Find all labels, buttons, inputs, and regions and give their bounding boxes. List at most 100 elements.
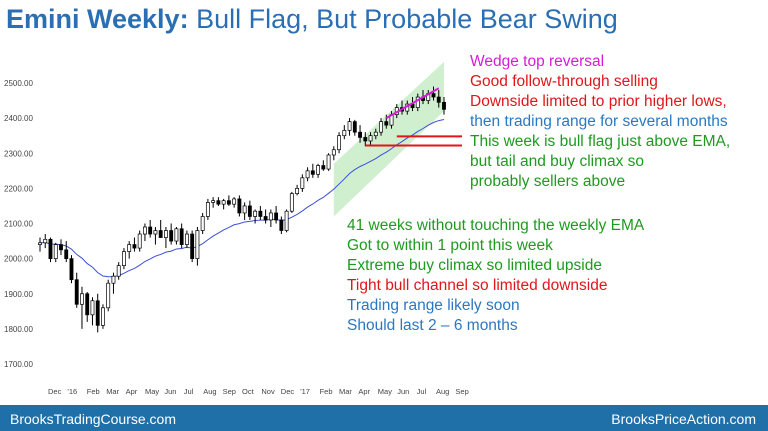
y-tick-label: 2400.00 (4, 114, 33, 123)
candle-body (53, 244, 58, 259)
candle-body (163, 230, 168, 238)
x-tick-label: Oct (242, 387, 255, 396)
annotation-line: This week is bull flag just above EMA, (470, 133, 731, 150)
candle-body (158, 230, 163, 238)
x-tick-label: '17 (300, 387, 310, 396)
y-tick-label: 2000.00 (4, 255, 33, 264)
candle-body (379, 121, 383, 133)
candle-body (384, 121, 389, 126)
annotation-line: but tail and buy climax so (470, 153, 645, 170)
title-prefix: Emini Weekly: (6, 4, 189, 34)
x-tick-label: Aug (203, 387, 216, 396)
candle-body (373, 131, 378, 137)
candle-body (253, 210, 258, 217)
candle-body (331, 149, 336, 156)
annotation-line: Downside limited to prior higher lows, (470, 93, 727, 110)
candle-body (305, 170, 310, 179)
candle-body (289, 193, 294, 212)
x-tick-label: Jul (184, 387, 194, 396)
wedge-trendline (385, 87, 440, 119)
candle-body (132, 244, 137, 249)
footer-right-link[interactable]: BrooksPriceAction.com (611, 411, 756, 427)
page-title: Emini Weekly: Bull Flag, But Probable Be… (6, 4, 618, 35)
candle-body (200, 216, 205, 231)
candle-body (263, 216, 268, 221)
candle-body (216, 200, 221, 205)
candle-body (137, 233, 142, 249)
candle-body (363, 137, 368, 142)
annotation-line: probably sellers above (470, 173, 626, 190)
chart-area: 2500.00 2400.00 2300.00 2200.00 2100.00 2000.… (0, 40, 768, 405)
ema-line (39, 119, 445, 278)
x-tick-label: Feb (320, 387, 333, 396)
candle-body (279, 219, 284, 231)
candle-body (247, 205, 252, 217)
title-rest: Bull Flag, But Probable Bear Swing (196, 4, 618, 34)
candle-body (342, 130, 347, 137)
candle-body (116, 265, 121, 277)
x-tick-label: Nov (261, 387, 275, 396)
candle-body (195, 230, 200, 259)
candle-body (127, 244, 132, 252)
candle-body (337, 135, 341, 151)
candle-body (64, 249, 69, 259)
candle-body (111, 275, 116, 284)
candle-body (174, 228, 179, 242)
annotation-line: Good follow-through selling (470, 73, 658, 90)
x-tick-label: Aug (436, 387, 449, 396)
candle-body (226, 200, 231, 205)
x-tick-label: May (145, 387, 159, 396)
footer-left-link[interactable]: BrooksTradingCourse.com (10, 411, 176, 427)
annotation-line: Wedge top reversal (470, 53, 605, 70)
candle-body (190, 233, 195, 259)
x-tick-label: Jun (164, 387, 176, 396)
candle-body (232, 198, 237, 205)
annotation-line: Trading range likely soon (347, 297, 520, 314)
x-tick-label: Jun (397, 387, 409, 396)
candle-body (211, 200, 216, 203)
notes-bottom: 41 weeks without touching the weekly EMA… (347, 216, 644, 336)
y-tick-label: 2300.00 (4, 149, 33, 158)
candle-body (274, 212, 279, 221)
candle-body (295, 188, 300, 194)
candle-body (284, 210, 289, 231)
candle-body (90, 300, 95, 316)
candle-body (48, 238, 53, 259)
candle-body (242, 205, 247, 214)
candle-body (442, 101, 446, 110)
candle-body (368, 135, 373, 142)
candle-body (221, 200, 226, 205)
candle-body (80, 293, 84, 305)
candle-body (122, 251, 126, 267)
candle-body (101, 307, 105, 326)
candlestick-chart: 2500.00 2400.00 2300.00 2200.00 2100.00 2000.… (4, 61, 469, 396)
y-tick-label: 2100.00 (4, 220, 33, 229)
candle-body (95, 300, 100, 326)
candle-body (258, 210, 263, 217)
x-tick-label: Jul (417, 387, 427, 396)
y-tick-label: 2500.00 (4, 79, 33, 88)
candle-body (85, 293, 90, 316)
annotation-line: 41 weeks without touching the weekly EMA (347, 217, 645, 234)
x-tick-label: Apr (126, 387, 138, 396)
annotation-line: Tight bull channel so limited downside (347, 277, 608, 294)
candle-body (431, 93, 436, 98)
candle-body (436, 96, 441, 103)
candle-body (74, 279, 79, 305)
candle-body (237, 198, 242, 214)
candle-body (38, 242, 42, 245)
candle-body (358, 131, 362, 138)
candle-body (69, 258, 74, 281)
candle-body (59, 244, 63, 251)
x-tick-label: '16 (67, 387, 77, 396)
y-tick-label: 2200.00 (4, 184, 33, 193)
candle-body (352, 121, 357, 133)
y-tick-label: 1700.00 (4, 360, 33, 369)
annotation-line: Extreme buy climax so limited upside (347, 257, 602, 274)
footer-bar: BrooksTradingCourse.com BrooksPriceActio… (0, 405, 768, 431)
notes-top: Wedge top reversal Good follow-through se… (470, 52, 730, 192)
x-tick-label: Dec (48, 387, 62, 396)
candle-body (268, 212, 273, 221)
x-tick-label: Dec (281, 387, 295, 396)
candle-body (169, 230, 174, 242)
